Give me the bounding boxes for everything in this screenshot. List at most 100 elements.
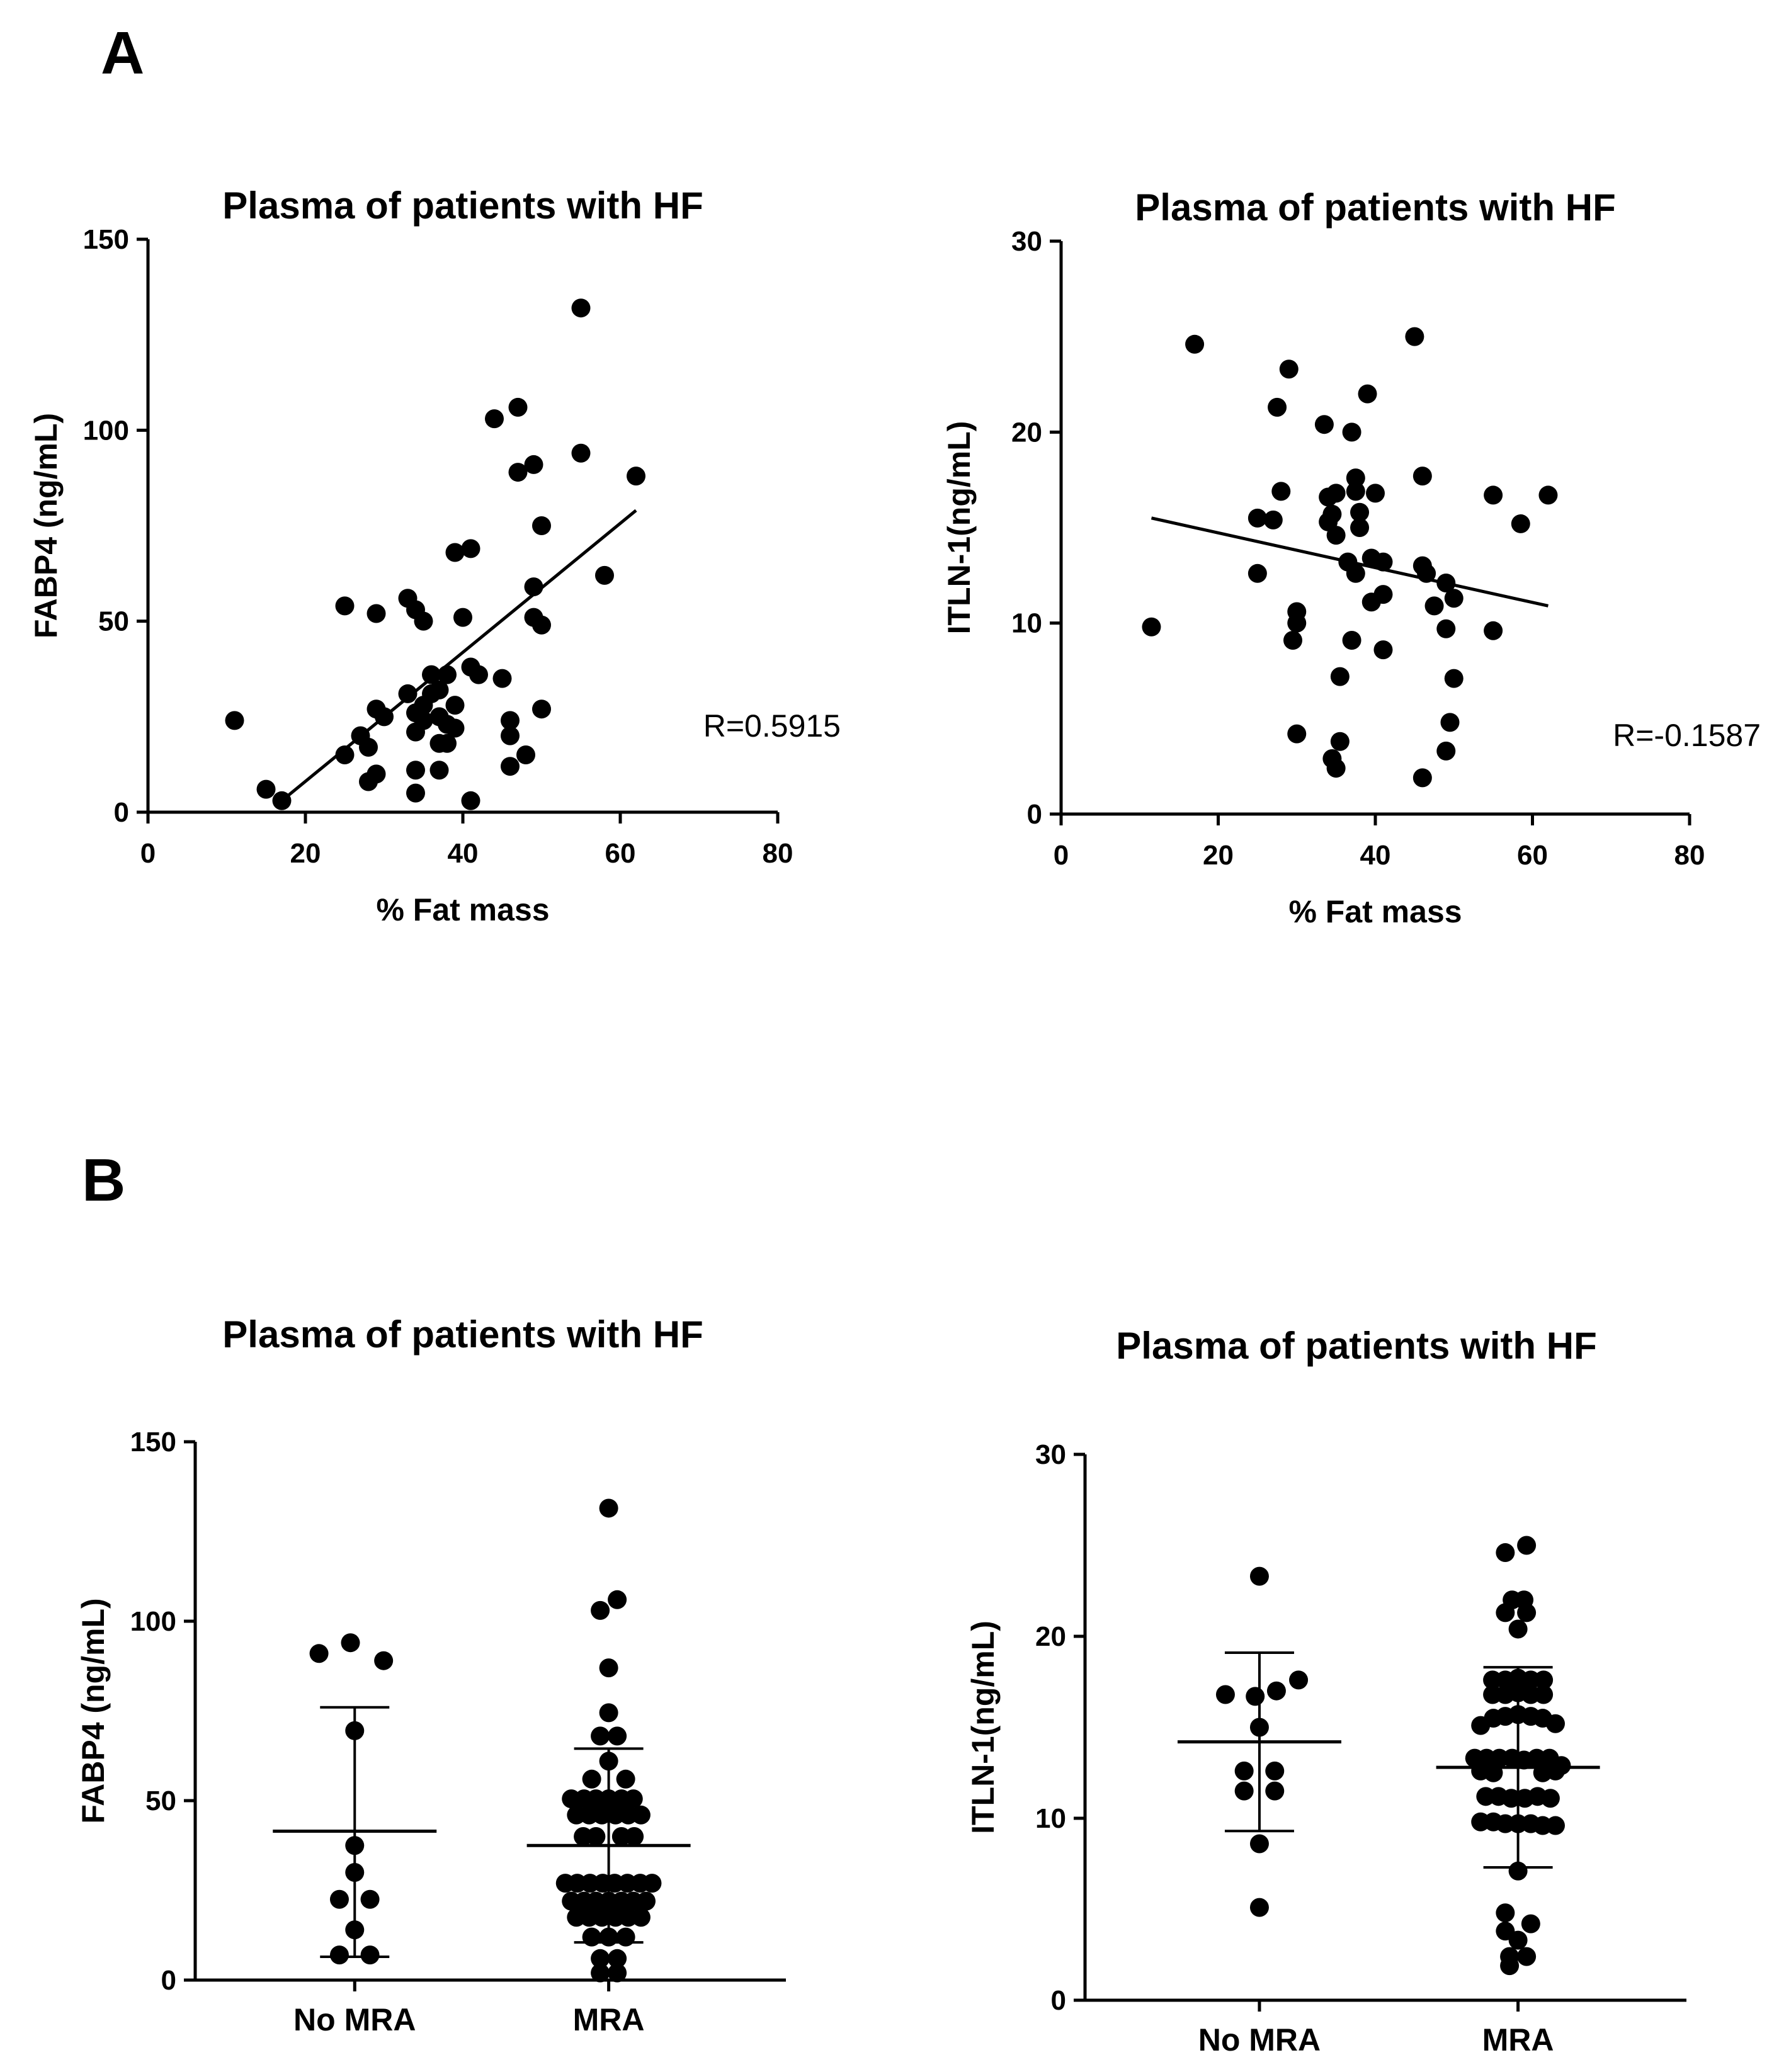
data-point [1326,484,1346,503]
data-point [414,611,433,631]
data-point [453,608,472,627]
data-point [1508,1619,1528,1639]
data-point [501,726,520,745]
data-point [1521,1914,1540,1933]
y-tick-label: 50 [98,606,129,637]
data-point [1346,563,1365,583]
data-point [1268,397,1287,417]
data-point [398,684,418,703]
data-point [591,1963,610,1983]
data-point [1538,485,1558,505]
data-point [1534,1685,1554,1704]
y-axis-label: ITLN-1(ng/mL) [965,1621,1001,1834]
data-point [1248,508,1267,528]
data-point [1265,1781,1285,1801]
x-tick-label: 80 [763,838,793,869]
data-point [1546,1816,1565,1835]
data-point [438,733,457,753]
data-point [586,1827,606,1846]
data-point [1501,1789,1521,1808]
chart-title: Plasma of patients with HF [222,184,703,227]
data-point [1263,510,1283,529]
data-point [1342,630,1361,650]
data-point [599,1927,618,1947]
data-point [571,443,591,463]
data-point [1271,482,1291,501]
data-point [359,737,378,757]
y-tick-label: 10 [1011,608,1042,639]
data-point [406,761,425,780]
data-point [1289,1670,1309,1690]
data-point [1405,327,1424,346]
data-point [1373,585,1393,604]
data-point [508,397,528,417]
y-tick-label: 150 [83,224,129,255]
data-point [616,1927,635,1947]
data-point [367,764,386,784]
y-tick-label: 30 [1011,226,1042,257]
data-point [1540,1789,1560,1808]
data-point [1249,1834,1269,1854]
data-point [422,665,441,684]
x-axis-label: % Fat mass [376,892,549,927]
y-tick-label: 20 [1011,417,1042,448]
data-point [582,1927,601,1947]
y-axis-label: FABP4 (ng/mL) [76,1598,111,1823]
correlation-label: R=-0.1587 [1613,718,1761,753]
data-point [591,1949,610,1968]
data-point [1440,713,1460,732]
data-point [1142,617,1161,637]
chart-title: Plasma of patients with HF [1116,1325,1596,1367]
data-point [406,783,425,803]
data-point [445,543,465,562]
data-point [532,516,551,535]
data-point [599,1703,618,1723]
chart-itln1-by-mra: Plasma of patients with HF 0 10 20 30 ITLN-1(… [965,1325,1686,2058]
data-point [485,409,504,429]
data-point [360,1945,380,1965]
chart-fabp4-vs-fat-mass: Plasma of patients with HF 0 50 100 150 FABP4… [28,184,841,927]
data-point [461,791,480,810]
y-tick-label: 150 [130,1427,176,1458]
data-point [1508,1861,1528,1881]
data-point [592,1805,611,1825]
data-point [1330,667,1350,686]
chart-fabp4-by-mra: Plasma of patients with HF 0 50 100 150 FABP4… [76,1313,786,2037]
data-point [1517,1603,1537,1622]
data-point [345,1863,365,1882]
data-point [608,1590,627,1609]
y-tick-label: 0 [1051,1985,1066,2016]
data-point [1249,1566,1269,1586]
data-point [637,1891,656,1911]
x-tick-label: 40 [1360,840,1391,871]
data-point [345,1721,365,1740]
x-tick-label: 20 [290,838,321,869]
y-axis-label: FABP4 (ng/mL) [28,413,64,638]
data-point [582,1769,601,1789]
data-point [599,1752,618,1771]
data-point [1534,1670,1554,1690]
data-point [591,1600,610,1620]
data-point [1326,759,1346,778]
data-point [623,1789,643,1809]
data-point [1444,669,1464,688]
data-point [1248,563,1267,583]
data-point [532,699,551,719]
y-axis-label: ITLN-1(ng/mL) [941,421,977,635]
x-tick-label: 0 [140,838,156,869]
data-point [1412,467,1432,486]
y-tick-label: 20 [1035,1621,1066,1652]
data-point [631,1805,651,1825]
data-point [1346,468,1365,488]
data-point [335,596,355,616]
data-point [1444,589,1464,608]
y-tick-label: 100 [130,1606,176,1637]
data-point [591,1726,610,1746]
data-point [1546,1714,1565,1733]
data-point [631,1908,651,1927]
data-point [445,718,465,738]
data-point [595,565,614,585]
data-point [608,1949,627,1968]
data-point [501,711,520,730]
data-point [1342,422,1361,442]
